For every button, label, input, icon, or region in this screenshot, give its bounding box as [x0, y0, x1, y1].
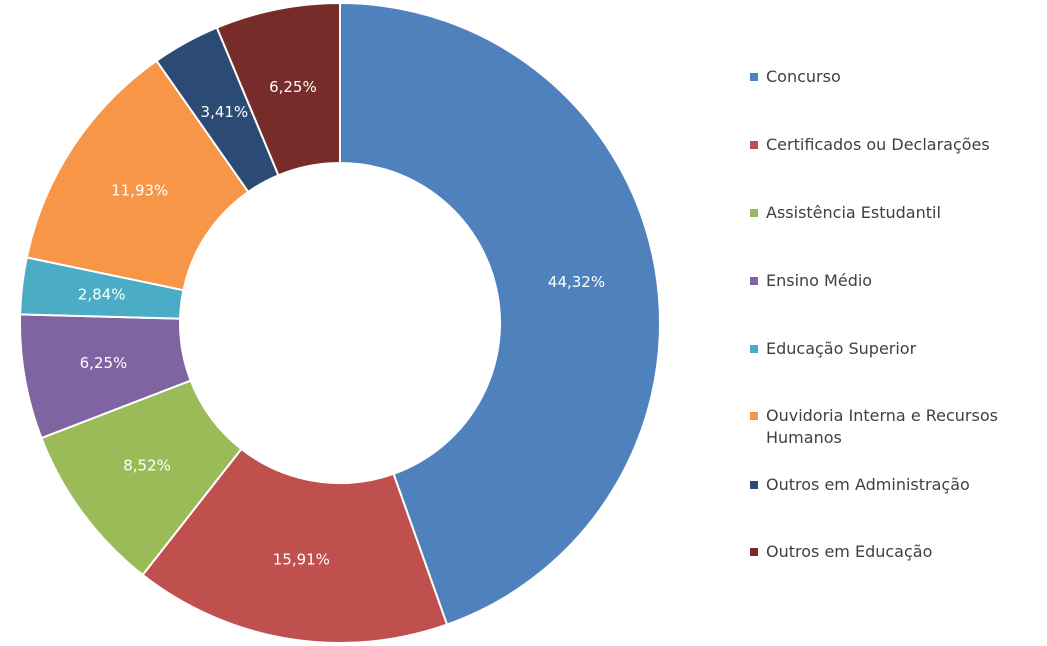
legend-item: Assistência Estudantil [750, 202, 1040, 224]
data-label: 44,32% [548, 273, 605, 291]
data-label: 15,91% [273, 550, 330, 568]
legend-swatch [750, 209, 758, 217]
legend-label: Certificados ou Declarações [766, 135, 990, 154]
legend-label: Ouvidoria Interna e Recursos Humanos [766, 406, 998, 447]
data-label: 2,84% [78, 286, 126, 304]
legend-swatch [750, 277, 758, 285]
data-label: 11,93% [111, 181, 168, 199]
legend-item: Educação Superior [750, 338, 1040, 360]
data-label: 6,25% [80, 354, 128, 372]
slice [215, 1, 341, 177]
legend-item: Ensino Médio [750, 270, 1040, 292]
legend-swatch [750, 481, 758, 489]
donut: 44,32% 15,91% 8,52% 6,25% 2,84% 11,93% 3,41% 6,… [19, 1, 661, 644]
legend-item: Ouvidoria Interna e Recursos Humanos [750, 405, 1040, 449]
legend-swatch [750, 412, 758, 420]
legend-swatch [750, 73, 758, 81]
legend-swatch [750, 345, 758, 353]
legend-label: Ensino Médio [766, 271, 873, 290]
legend-item: Outros em Educação [750, 541, 1040, 563]
slice [339, 1, 661, 626]
legend-item: Outros em Administração [750, 474, 1040, 496]
slice [141, 447, 449, 644]
legend-swatch [750, 548, 758, 556]
legend-label: Educação Superior [766, 339, 917, 358]
legend-label: Concurso [766, 67, 841, 86]
legend-label: Outros em Administração [766, 475, 970, 494]
data-label: 3,41% [201, 103, 249, 121]
legend-label: Assistência Estudantil [766, 203, 941, 222]
slice [25, 59, 250, 292]
legend-swatch [750, 141, 758, 149]
data-label: 6,25% [269, 78, 317, 96]
data-label: 8,52% [123, 456, 171, 474]
legend-label: Outros em Educação [766, 542, 933, 561]
legend-item: Concurso [750, 66, 1040, 88]
legend-item: Certificados ou Declarações [750, 134, 1040, 156]
